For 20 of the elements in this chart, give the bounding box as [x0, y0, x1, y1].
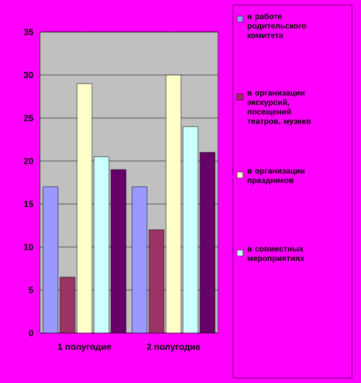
bar	[42, 186, 58, 333]
bar	[132, 186, 148, 333]
bar	[94, 156, 110, 333]
y-tick-label: 35	[24, 28, 34, 36]
bar	[60, 276, 76, 333]
y-tick-label: 10	[24, 244, 34, 250]
y-tick-label: 25	[24, 114, 34, 122]
x-tick-label: 1 полугодие	[58, 344, 112, 352]
bar	[76, 83, 92, 333]
bar	[200, 152, 216, 333]
y-tick-label: 5	[28, 286, 34, 294]
y-tick-label: 0	[28, 330, 34, 336]
bar	[110, 169, 126, 333]
bar	[148, 230, 164, 333]
y-tick-label: 15	[24, 200, 34, 208]
y-tick-label: 20	[24, 158, 34, 164]
x-tick-label: 2 полугодие	[146, 344, 200, 352]
y-tick-label: 30	[24, 72, 34, 78]
bar	[182, 126, 198, 333]
bar	[166, 74, 182, 333]
